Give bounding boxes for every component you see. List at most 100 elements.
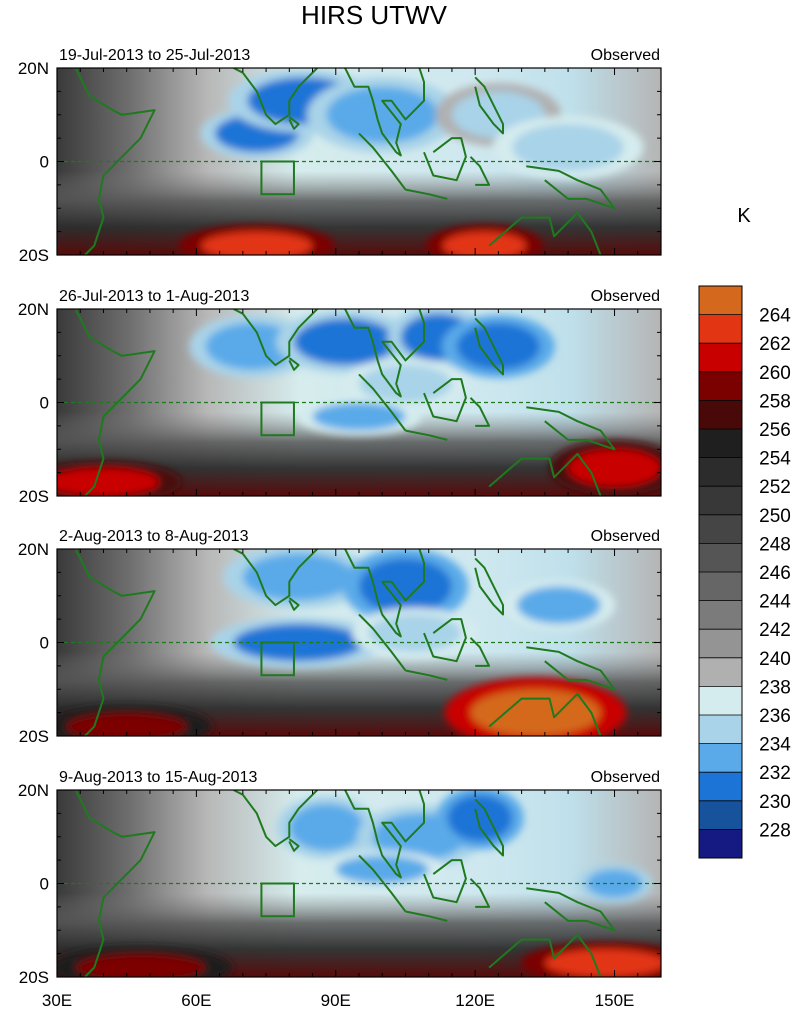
dry-region [442,231,527,255]
y-tick-label: 20N [18,59,49,78]
coastline [344,68,425,157]
colorbar-swatch [699,800,742,830]
map-panel: 20N 0 20S 2-Aug-2013 to 8-Aug-2013 Observed [18,528,662,746]
colorbar-label: 256 [759,420,791,441]
colorbar-swatch [699,629,742,659]
x-tick-label: 150E [595,991,635,1010]
moist-region [368,614,462,652]
moist-region [359,558,452,615]
coastline [474,557,504,616]
colorbar-label: 262 [759,334,791,355]
colorbar-label: 230 [759,792,791,813]
coastline [358,613,407,672]
y-tick-label: 20N [18,540,49,559]
colorbar-swatch [699,543,742,573]
y-tick-label: 0 [40,153,49,172]
coastline [423,618,467,663]
coastline [233,68,318,126]
coastline [358,854,407,913]
colorbar: 264 262 260 258 256 254 252 250 248 246 244 242 240 2… [698,285,791,859]
box-region [260,401,295,437]
coastline [74,309,156,496]
y-tick-label: 20S [19,487,49,506]
coastlines [74,790,616,977]
colorbar-swatch [699,371,742,401]
dry-region [544,948,661,977]
moist-region [335,855,429,884]
coastline [526,646,616,691]
colorbar-label: 234 [759,735,791,756]
coastline [526,406,616,451]
coastline [74,790,156,977]
x-tick-label: 120E [455,991,495,1010]
contour-field [57,549,661,736]
panel-period: 2-Aug-2013 to 8-Aug-2013 [59,528,249,545]
coastline [233,309,318,367]
colorbar-swatch [699,686,742,716]
box-region [260,882,295,918]
coastline [288,116,300,130]
colorbar-swatch [699,600,742,630]
colorbar-swatch [699,772,742,802]
coastline [288,838,300,852]
colorbar-swatch [699,657,742,687]
coastline [423,137,467,182]
coastline [488,692,602,736]
colorbar-swatch [699,829,742,859]
colorbar-label: 228 [759,820,791,841]
colorbar-label: 260 [759,363,791,384]
box-region [260,160,295,196]
coastline [358,373,407,432]
moist-region [359,365,452,403]
y-tick-label: 20S [19,968,49,987]
coastline [488,933,602,977]
coastline [488,211,602,255]
coastline [469,156,491,186]
moist-region [289,804,364,851]
colorbar-label: 236 [759,706,791,727]
dry-region [470,689,601,736]
map-panel: 20N 0 20S 19-Jul-2013 to 25-Jul-2013 Observe… [18,47,662,265]
coastline [474,798,504,857]
colorbar-swatch [699,486,742,516]
colorbar-label: 240 [759,649,791,670]
x-tick-label: 90E [321,991,351,1010]
moist-region [516,586,601,624]
contour-field [57,309,661,496]
dry-region [75,953,206,977]
colorbar-label: 244 [759,592,791,613]
y-tick-label: 20S [19,727,49,746]
moist-region [586,869,643,898]
map-panel: 20N 0 20S 26-Jul-2013 to 1-Aug-2013 Observed [18,288,662,506]
panel-period: 26-Jul-2013 to 1-Aug-2013 [59,288,249,305]
coastline [469,637,491,667]
coastline [423,378,467,423]
panel-source-label: Observed [591,47,660,64]
coastline [474,76,504,135]
y-tick-label: 20N [18,300,49,319]
moist-region [447,794,513,842]
y-tick-label: 20S [19,246,49,265]
colorbar-swatch [699,286,742,315]
dry-region [201,231,313,255]
panel-source-label: Observed [591,769,660,786]
colorbar-swatch [699,343,742,373]
panel-source-label: Observed [591,528,660,545]
moist-region [242,553,355,601]
coastline [233,790,318,848]
panel-ticks [56,548,662,737]
panel-ticks [56,789,662,978]
coastline [474,317,504,376]
box-region [260,641,295,677]
y-tick-label: 0 [40,875,49,894]
moist-region [512,124,624,171]
colorbar-swatch [699,514,742,544]
colorbar-swatch [699,457,742,487]
moist-region [312,402,406,431]
colorbar-swatch [699,572,742,601]
panel-ticks [56,67,662,256]
coastlines [74,309,616,496]
dry-band [57,170,661,255]
coastline [233,549,318,607]
